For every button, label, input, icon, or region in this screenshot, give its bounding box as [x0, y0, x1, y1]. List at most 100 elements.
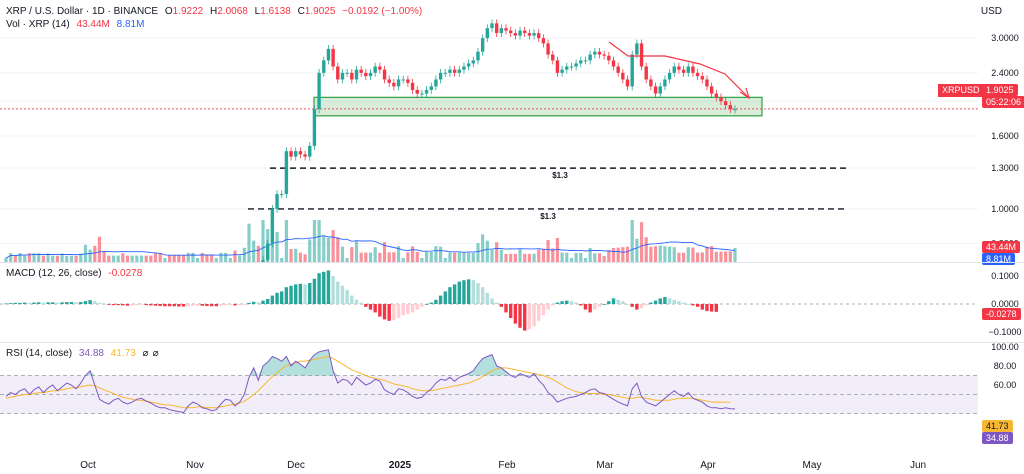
volume-bar [83, 244, 88, 262]
volume-bar [565, 252, 569, 262]
symbol-label[interactable]: XRP / U.S. Dollar · 1D · BINANCE [6, 6, 159, 17]
volume-bar [79, 253, 83, 262]
pane-divider[interactable] [0, 342, 1024, 343]
macd-histogram-bar [537, 304, 541, 321]
macd-histogram-bar [555, 302, 560, 304]
candle-body [569, 66, 574, 68]
macd-histogram-bar [714, 304, 719, 312]
macd-histogram-bar [326, 270, 331, 304]
macd-pane[interactable]: 0.1000 0.0000 −0.1000 MACD (12, 26, close)… [0, 262, 1024, 342]
candle-body [350, 72, 354, 80]
macd-histogram-bar [32, 302, 36, 304]
eye-off-icon[interactable]: ⌀ [142, 348, 149, 359]
volume-bar [681, 252, 686, 262]
eye-off-icon[interactable]: ⌀ [152, 348, 159, 359]
volume-bar [74, 255, 78, 262]
candle-body [625, 79, 630, 87]
candle-body [537, 33, 541, 39]
macd-histogram-bar [177, 304, 181, 307]
high-value: 2.0068 [217, 6, 248, 17]
macd-histogram-bar [499, 304, 504, 307]
volume-bar [172, 255, 176, 262]
macd-histogram-bar [415, 304, 419, 310]
trend-line [608, 41, 749, 98]
candle-body [490, 23, 494, 29]
volume-bar [476, 243, 480, 262]
macd-histogram-bar [359, 302, 363, 304]
volume-bar [733, 248, 737, 262]
volume-bar [462, 252, 466, 262]
rsi-params[interactable]: RSI (14, close) [6, 348, 73, 359]
macd-params[interactable]: MACD (12, 26, close) [6, 268, 102, 279]
macd-histogram-bar [686, 304, 690, 305]
candle-body [719, 97, 723, 102]
macd-histogram-bar [466, 279, 471, 304]
time-axis[interactable]: Oct Nov Dec 2025 Feb Mar Apr May Jun [0, 452, 1024, 474]
macd-histogram-bar [107, 304, 111, 305]
macd-histogram-bar [508, 304, 513, 318]
volume-bar [523, 253, 527, 262]
rsi-pane[interactable]: 100.00 80.00 60.00 RSI (14, close) 34.88 4… [0, 342, 1024, 452]
rsi-chart-svg[interactable]: 100.00 80.00 60.00 [0, 342, 1024, 452]
volume-bar [644, 237, 648, 262]
macd-histogram-bar [462, 280, 466, 304]
candle-body [284, 151, 289, 195]
macd-tick-label: 0.1000 [991, 271, 1019, 281]
candle-body [340, 72, 345, 80]
volume-bar [611, 248, 616, 262]
rsi-tick-label: 80.00 [994, 361, 1017, 371]
volume-bar [51, 255, 55, 262]
volume-bar [588, 248, 592, 262]
volume-bar [41, 255, 45, 262]
volume-bar [23, 255, 27, 262]
macd-histogram-bar [649, 302, 653, 304]
macd-histogram-bar [695, 304, 700, 307]
volume-bar [322, 236, 326, 262]
volume-label[interactable]: Vol · XRP (14) [6, 19, 70, 30]
volume-bar [724, 251, 728, 262]
macd-histogram-bar [457, 281, 461, 304]
volume-bar [308, 239, 312, 262]
volume-bar [471, 252, 475, 262]
volume-bar [359, 252, 363, 262]
volume-bar [593, 253, 597, 262]
price-chart-svg[interactable]: 3.00002.40002.00001.60001.30001.00000.80… [0, 0, 1024, 262]
pane-divider[interactable] [0, 262, 1024, 263]
candle-body [373, 66, 377, 73]
volume-bar [541, 249, 546, 262]
macd-histogram-bar [494, 302, 499, 304]
candle-body [700, 76, 704, 80]
rsi-ma-value: 41.73 [110, 348, 136, 359]
volume-bar [551, 248, 555, 262]
macd-histogram-bar [354, 299, 359, 304]
macd-histogram-bar [97, 302, 102, 304]
rsi-overbought-fill [463, 354, 511, 376]
macd-histogram-bar [275, 292, 279, 304]
candle-body [579, 60, 583, 64]
price-pane[interactable]: 3.00002.40002.00001.60001.30001.00000.80… [0, 0, 1024, 265]
macd-chart-svg[interactable]: 0.1000 0.0000 −0.1000 [0, 262, 1024, 342]
volume-bar [242, 247, 246, 262]
countdown-badge: 05:22:06 [982, 96, 1024, 108]
macd-histogram-bar [527, 304, 532, 330]
macd-histogram-bar [658, 298, 662, 304]
macd-histogram-bar [69, 302, 74, 304]
macd-histogram-bar [37, 302, 41, 304]
volume-bar [537, 249, 541, 262]
candle-body [705, 79, 709, 87]
change-value: −0.0192 (−1.00%) [342, 6, 423, 17]
rsi-tick-label: 100.00 [991, 342, 1019, 352]
time-tick-label: Mar [596, 460, 614, 471]
macd-histogram-bar [172, 304, 176, 307]
macd-histogram-bar [574, 302, 578, 304]
macd-histogram-bar [256, 302, 261, 304]
macd-histogram-bar [158, 304, 162, 306]
volume-bar [396, 246, 401, 262]
candle-body [607, 55, 611, 61]
macd-histogram-bar [74, 302, 78, 304]
volume-bar [607, 250, 611, 262]
candle-body [443, 72, 447, 74]
volume-ma-line [5, 235, 736, 259]
macd-histogram-bar [111, 304, 116, 306]
currency-label[interactable]: USD [980, 6, 1002, 17]
